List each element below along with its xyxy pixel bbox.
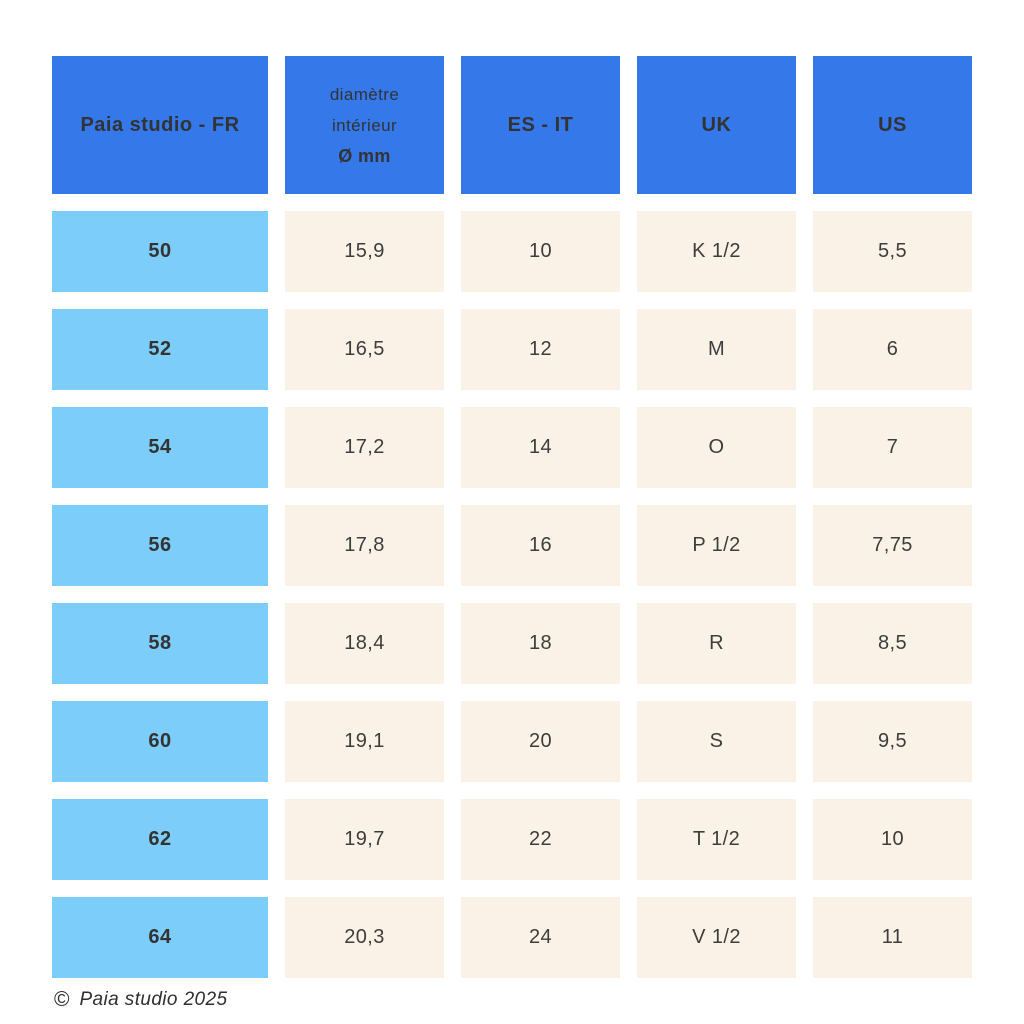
uk-cell: T 1/2 (637, 799, 796, 880)
es-it-cell: 10 (461, 211, 620, 292)
uk-cell: P 1/2 (637, 505, 796, 586)
copyright-icon: © (54, 988, 70, 1011)
header-cell-uk: UK (637, 56, 796, 194)
diameter-cell: 18,4 (285, 603, 444, 684)
fr-size-cell: 56 (52, 505, 268, 586)
uk-cell: K 1/2 (637, 211, 796, 292)
diameter-cell: 17,2 (285, 407, 444, 488)
es-it-cell: 24 (461, 897, 620, 978)
us-cell: 5,5 (813, 211, 972, 292)
us-cell: 9,5 (813, 701, 972, 782)
diameter-header-line2: intérieur (331, 115, 398, 135)
us-cell: 7 (813, 407, 972, 488)
uk-cell: R (637, 603, 796, 684)
es-it-cell: 22 (461, 799, 620, 880)
diameter-cell: 15,9 (285, 211, 444, 292)
uk-cell: S (637, 701, 796, 782)
uk-cell: O (637, 407, 796, 488)
diameter-cell: 16,5 (285, 309, 444, 390)
us-cell: 6 (813, 309, 972, 390)
header-cell-es-it: ES - IT (461, 56, 620, 194)
diameter-cell: 19,1 (285, 701, 444, 782)
us-cell: 7,75 (813, 505, 972, 586)
header-cell-us: US (813, 56, 972, 194)
fr-size-cell: 52 (52, 309, 268, 390)
es-it-cell: 20 (461, 701, 620, 782)
diameter-header-line1: diamètre (329, 84, 400, 104)
diameter-cell: 19,7 (285, 799, 444, 880)
fr-size-cell: 50 (52, 211, 268, 292)
fr-size-cell: 62 (52, 799, 268, 880)
us-cell: 8,5 (813, 603, 972, 684)
uk-cell: V 1/2 (637, 897, 796, 978)
copyright-text: Paia studio 2025 (79, 989, 228, 1010)
header-cell-fr: Paia studio - FR (52, 56, 268, 194)
diameter-cell: 20,3 (285, 897, 444, 978)
es-it-cell: 14 (461, 407, 620, 488)
es-it-cell: 12 (461, 309, 620, 390)
us-cell: 10 (813, 799, 972, 880)
ring-size-conversion-table: Paia studio - FR diamètre intérieur Ø mm… (52, 56, 972, 978)
fr-size-cell: 64 (52, 897, 268, 978)
fr-size-cell: 58 (52, 603, 268, 684)
fr-size-cell: 54 (52, 407, 268, 488)
es-it-cell: 16 (461, 505, 620, 586)
fr-size-cell: 60 (52, 701, 268, 782)
us-cell: 11 (813, 897, 972, 978)
diameter-cell: 17,8 (285, 505, 444, 586)
header-cell-diameter: diamètre intérieur Ø mm (285, 56, 444, 194)
es-it-cell: 18 (461, 603, 620, 684)
diameter-header-unit: Ø mm (338, 145, 391, 166)
uk-cell: M (637, 309, 796, 390)
copyright: © Paia studio 2025 (54, 988, 227, 1012)
